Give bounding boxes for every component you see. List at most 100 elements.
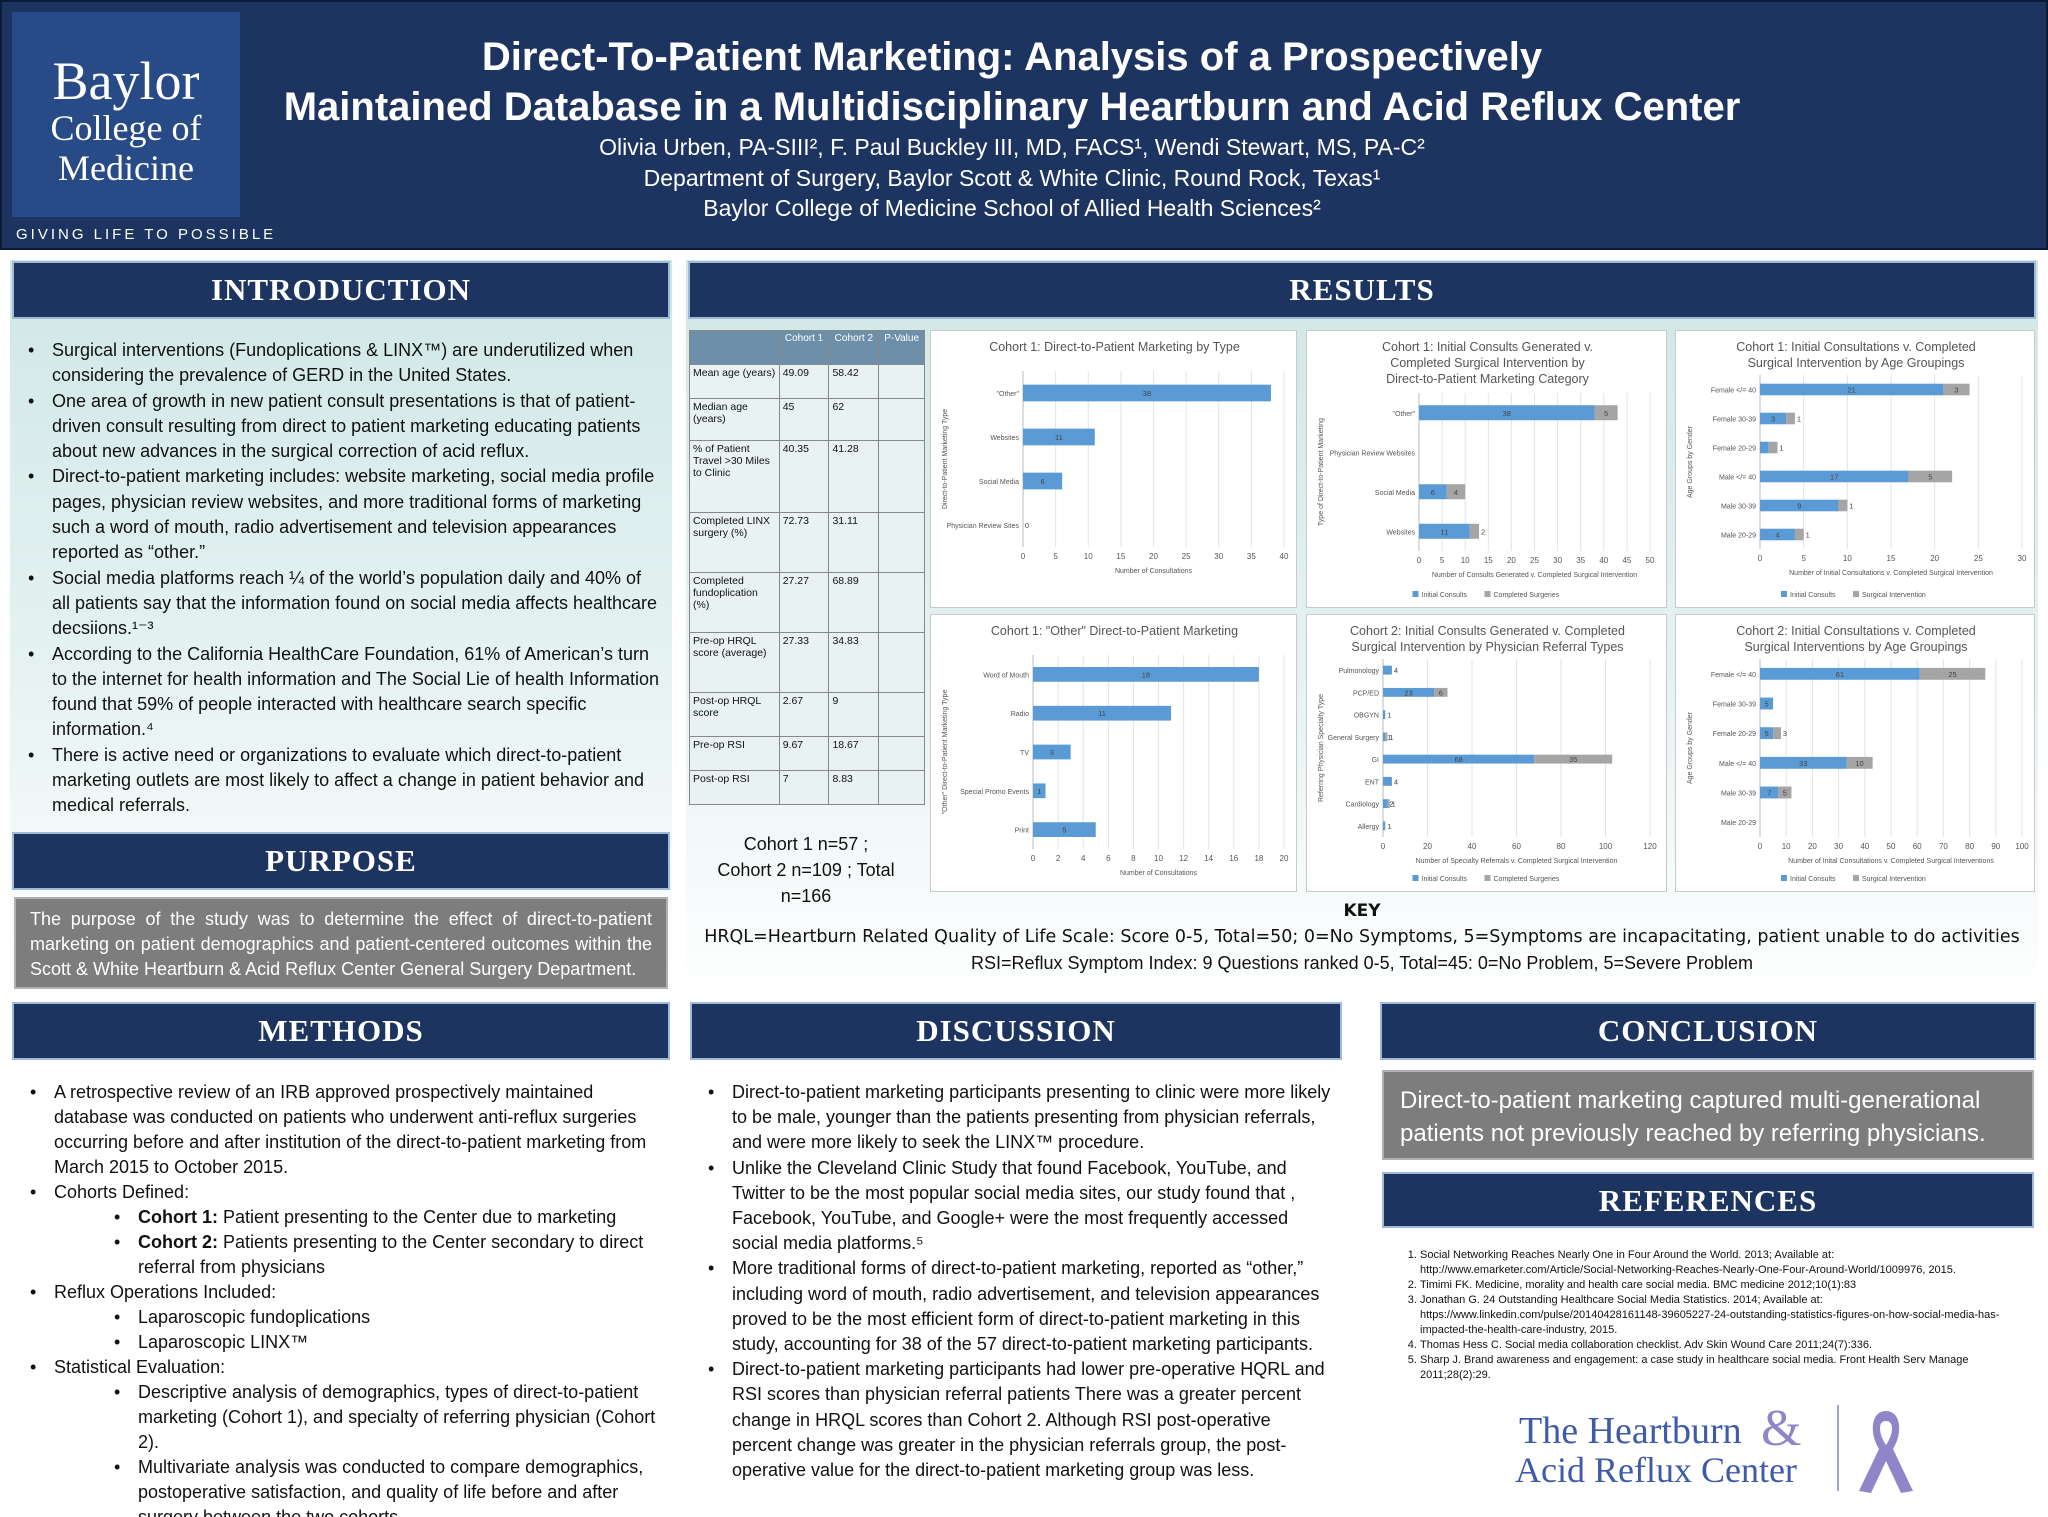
chart-svg: Cohort 1: Initial Consults Generated v. C… [1318,340,1655,599]
x-tick-label: 30 [1834,842,1843,851]
category-label: Websites [1386,529,1415,536]
bar [1434,687,1448,697]
legend-label: Initial Consults [1790,592,1836,599]
cohort-2-text: Patients presenting to the Center second… [138,1232,644,1277]
x-tick-label: 25 [1974,554,1983,563]
data-label: 5 [1062,826,1066,835]
x-tick-label: 10 [1154,854,1163,863]
bar [1023,384,1271,402]
table-cell [878,692,925,737]
x-tick-label: 15 [1887,554,1896,563]
methods-heading: METHODS [12,1002,670,1060]
category-label: Print [1015,828,1029,835]
table-row: Mean age (years) 49.09 58.42 [689,364,925,399]
methods-list: Reflux Operations Included: [22,1280,662,1305]
x-tick-label: 60 [1512,842,1521,851]
table-row: Completed fundoplication (%) 27.27 68.89 [689,572,925,633]
bar [1383,732,1386,742]
intro-bullet: According to the California HealthCare F… [20,642,660,743]
data-label: 6 [1439,688,1443,697]
category-label: Male </= 40 [1719,761,1756,768]
x-tick-label: 40 [1468,842,1477,851]
x-tick-label: 14 [1204,854,1213,863]
bar [1023,472,1063,490]
table-header-row: Cohort 1 Cohort 2 P-Value [689,330,925,365]
legend-label: Initial Consults [1790,876,1836,883]
bar [1383,754,1535,764]
x-tick-label: 5 [1801,554,1806,563]
statistics-item: Multivariate analysis was conducted to c… [106,1455,662,1517]
data-label: 1 [1806,531,1810,540]
bar [1768,441,1778,454]
data-label: 1 [1387,822,1391,831]
chart-svg: Cohort 1: "Other" Direct-to-Patient Mark… [942,624,1289,877]
bar [1794,528,1804,541]
operations-list: Laparoscopic fundoplications Laparoscopi… [106,1305,662,1355]
chart-svg: Cohort 2: Initial Consultations v. Compl… [1687,624,2029,883]
x-tick-label: 0 [1758,554,1763,563]
reference-item: Social Networking Reaches Nearly One in … [1420,1248,2020,1278]
logo-line-2: College of [50,108,202,148]
y-axis-label: "Other" Direct-to-Patient Marketing Type [942,690,949,815]
table-cell: 8.83 [828,770,880,805]
data-label: 18 [1142,670,1150,679]
x-tick-label: 20 [1280,854,1289,863]
discussion-bullet: Direct-to-patient marketing participants… [700,1357,1334,1483]
title-line-2: Maintained Database in a Multidisciplina… [283,85,1741,129]
category-label: Special Promo Events [960,789,1029,796]
data-label: 1 [1387,711,1391,720]
y-axis-label: Age Groups by Gender [1687,425,1694,498]
legend-swatch [1853,875,1859,881]
methods-body: A retrospective review of an IRB approve… [22,1080,662,1517]
legend-swatch [1781,875,1787,881]
discussion-bullet: More traditional forms of direct-to-pati… [700,1256,1334,1357]
x-tick-label: 0 [1758,842,1763,851]
bar [1760,528,1795,541]
legend-swatch [1781,591,1787,597]
table-cell: 9 [828,692,880,737]
data-label: 5 [1764,729,1768,738]
category-label: Male 20-29 [1721,820,1756,827]
discussion-bullet: Unlike the Cleveland Clinic Study that f… [700,1156,1334,1257]
key-heading: KEY [1343,901,1381,921]
x-tick-label: 40 [1599,556,1608,565]
bar [1760,383,1944,396]
data-label: 4 [1394,666,1398,675]
chart-title: Surgical Interventions by Age Groupings [1744,640,1967,654]
statistics-list: Descriptive analysis of demographics, ty… [106,1380,662,1517]
bar [1846,756,1873,769]
category-label: Word of Mouth [983,672,1029,679]
bar [1419,523,1470,539]
x-tick-label: 20 [1507,556,1516,565]
bar [1943,383,1970,396]
intro-bullet: Surgical interventions (Fundoplications … [20,338,660,389]
data-label: 1 [1797,415,1801,424]
chart-title: Cohort 1: "Other" Direct-to-Patient Mark… [991,624,1238,638]
tagline: GIVING LIFE TO POSSIBLE [16,226,277,243]
x-tick-label: 5 [1440,556,1445,565]
category-label: Social Media [979,479,1019,486]
x-axis-label: Number of Consultations [1115,568,1193,575]
x-tick-label: 60 [1913,842,1922,851]
category-label: Social Media [1375,490,1415,497]
logo-line-3: Medicine [58,148,194,188]
x-axis-label: Number of Consultations [1120,870,1198,877]
bar [1760,786,1779,799]
bar [1383,665,1392,675]
cohort-1-text: Patient presenting to the Center due to … [218,1207,617,1227]
y-axis-label: Type of Direct-to-Patient Marketing [1318,418,1325,526]
methods-list: Statistical Evaluation: [22,1355,662,1380]
x-axis-label: Number of Inital Consultations v. Comple… [1788,858,1994,865]
legend-swatch [1412,875,1419,881]
bar [1786,412,1795,425]
table-cell: 27.33 [778,632,830,693]
data-label: 11 [1441,527,1449,536]
data-label: 10 [1855,759,1863,768]
x-tick-label: 20 [1423,842,1432,851]
reference-item: Sharp J. Brand awareness and engagement:… [1420,1353,2020,1383]
x-tick-label: 45 [1622,556,1631,565]
chart-svg: Cohort 2: Initial Consults Generated v. … [1318,624,1657,883]
x-tick-label: 30 [2018,554,2027,563]
table-cell [878,572,925,633]
chart-title: Surgical Intervention by Age Groupings [1748,356,1965,370]
